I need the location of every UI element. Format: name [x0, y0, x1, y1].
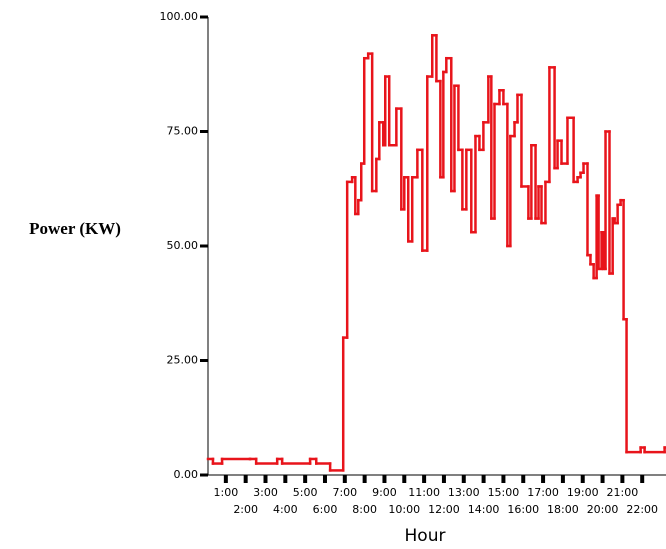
y-tick-label: 75.00	[167, 125, 199, 138]
x-tick-label: 6:00	[313, 503, 338, 516]
y-tick-label: 100.00	[160, 10, 199, 23]
x-tick-label: 8:00	[352, 503, 377, 516]
x-tick-label: 15:00	[488, 486, 520, 499]
x-tick-label: 18:00	[547, 503, 579, 516]
x-tick-label: 11:00	[408, 486, 440, 499]
x-tick-label: 14:00	[468, 503, 500, 516]
x-tick-label: 9:00	[372, 486, 397, 499]
x-tick-label: 21:00	[607, 486, 639, 499]
x-tick-label: 10:00	[388, 503, 420, 516]
x-tick-label: 17:00	[527, 486, 559, 499]
x-tick-label: 19:00	[567, 486, 599, 499]
x-axis-label: Hour	[405, 526, 446, 546]
x-tick-label: 16:00	[507, 503, 539, 516]
y-tick-label: 50.00	[167, 239, 199, 252]
y-tick-label: 0.00	[174, 468, 199, 481]
x-tick-label: 2:00	[233, 503, 258, 516]
x-tick-label: 20:00	[587, 503, 619, 516]
x-tick-label: 7:00	[332, 486, 357, 499]
x-tick-label: 3:00	[253, 486, 278, 499]
x-tick-label: 13:00	[448, 486, 480, 499]
y-tick-label: 25.00	[167, 354, 199, 367]
x-tick-label: 4:00	[273, 503, 298, 516]
y-axis-label: Power (KW)	[29, 219, 121, 238]
x-tick-label: 1:00	[213, 486, 238, 499]
x-tick-label: 22:00	[626, 503, 658, 516]
x-tick-label: 5:00	[293, 486, 318, 499]
x-tick-label: 12:00	[428, 503, 460, 516]
